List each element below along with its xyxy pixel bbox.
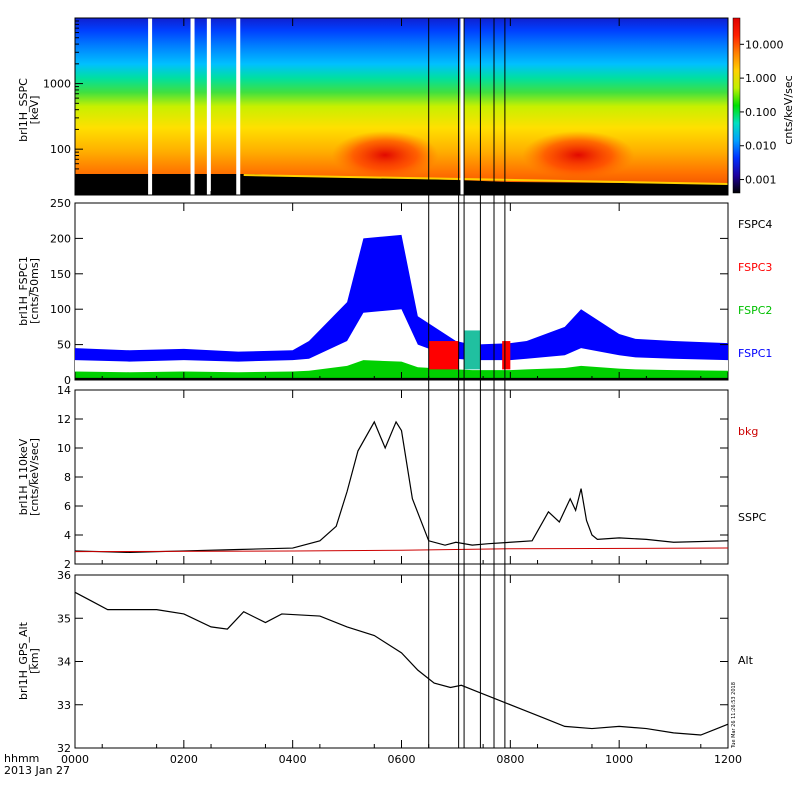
colorbar xyxy=(732,17,741,194)
time-tick-label: 0600 xyxy=(388,753,416,766)
altitude-ylabel: brl1H_GPS_Alt xyxy=(17,621,30,700)
flux-ytick-label: 8 xyxy=(64,471,71,484)
time-axis-label-date: 2013 Jan 27 xyxy=(4,764,70,777)
fspc-ylabel: brl1H_FSPC1 xyxy=(17,256,30,326)
flux-ytick-label: 6 xyxy=(64,500,71,513)
altitude-ytick-label: 35 xyxy=(57,612,71,625)
spectrogram-data-gap xyxy=(148,18,153,195)
spectrogram-enhancement xyxy=(522,131,635,179)
colorbar-tick-label: 0.001 xyxy=(745,174,777,187)
colorbar-tick-label: 10.000 xyxy=(745,38,784,51)
time-axis-label-hhmm: hhmm xyxy=(4,752,39,765)
flux-ytick-label: 14 xyxy=(57,384,71,397)
flux-ytick-label: 10 xyxy=(57,442,71,455)
altitude-frame xyxy=(74,574,729,749)
spectrogram-ytick-label: 1000 xyxy=(43,78,71,91)
fspc-ytick-label: 200 xyxy=(50,232,71,245)
altitude-ytick-label: 33 xyxy=(57,699,71,712)
fspc1-series xyxy=(75,234,728,380)
fspc2-series xyxy=(75,360,728,380)
flux-ytick-label: 12 xyxy=(57,413,71,426)
legend-alt: Alt xyxy=(738,654,754,667)
spectrogram-yunit: [keV] xyxy=(28,96,41,125)
legend-fspc2: FSPC2 xyxy=(738,304,772,317)
fspc-yunit: [cnts/50ms] xyxy=(28,258,41,324)
fspc1-inner-gap xyxy=(75,309,728,380)
time-tick-label: 0000 xyxy=(61,753,89,766)
bkg-series-line xyxy=(74,547,729,553)
fspc-ytick-label: 0 xyxy=(64,374,71,387)
time-tick-label: 1000 xyxy=(605,753,633,766)
time-tick-label: 0800 xyxy=(496,753,524,766)
fspc-ytick-label: 250 xyxy=(50,197,71,210)
flux-ytick-label: 4 xyxy=(64,529,71,542)
spectrogram-data-gap xyxy=(236,18,241,195)
flux-panel: 2 4 6 8 10 12 14 brl1H_110keV [cnts/keV/sec] b… xyxy=(17,384,767,571)
fspc-ytick-label: 100 xyxy=(50,303,71,316)
sspc-series-line xyxy=(74,420,729,554)
fspc3-series xyxy=(428,341,459,370)
fspc-ytick-label: 50 xyxy=(57,339,71,352)
spectrogram-ylabel: brl1H_SSPC xyxy=(17,78,30,142)
spectrogram-data-gap xyxy=(190,18,195,195)
fspc-ytick-label: 150 xyxy=(50,268,71,281)
time-tick-label: 0200 xyxy=(170,753,198,766)
flux-ylabel: brl1H_110keV xyxy=(17,438,30,515)
time-tick-label: 1200 xyxy=(714,753,742,766)
fspc3-series xyxy=(502,341,511,370)
fspc2-highlight xyxy=(464,330,481,370)
altitude-series-line xyxy=(74,591,729,736)
altitude-yunit: [km] xyxy=(28,648,41,674)
legend-sspc: SSPC xyxy=(738,511,767,524)
altitude-panel: 32 33 34 35 36 brl1H_GPS_Alt [km] Alt Tue Ma… xyxy=(17,569,754,755)
flux-yunit: [cnts/keV/sec] xyxy=(28,438,41,516)
altitude-ytick-label: 34 xyxy=(57,656,71,669)
legend-fspc1: FSPC1 xyxy=(738,347,772,360)
legend-fspc4: FSPC4 xyxy=(738,218,772,231)
spectrogram-enhancement xyxy=(332,131,439,179)
altitude-ytick-label: 36 xyxy=(57,569,71,582)
spectrogram-data-gap xyxy=(460,18,465,195)
spectrogram-data-gap xyxy=(206,18,211,195)
colorbar-label: cnts/keV/sec xyxy=(782,75,795,144)
legend-fspc3: FSPC3 xyxy=(738,261,772,274)
spectrogram-threshold-edge xyxy=(243,174,728,185)
flux-ytick-label: 2 xyxy=(64,558,71,571)
colorbar-tick-label: 1.000 xyxy=(745,72,777,85)
spectrogram-ytick-label: 100 xyxy=(50,143,71,156)
time-tick-label: 0400 xyxy=(279,753,307,766)
colorbar-tick-label: 0.100 xyxy=(745,106,777,119)
spectrogram-panel: 100 1000 brl1H_SSPC [keV] 0.001 0.010 0.100… xyxy=(17,17,795,196)
legend-bkg: bkg xyxy=(738,425,758,438)
altitude-ytick-label: 32 xyxy=(57,742,71,755)
colorbar-tick-label: 0.010 xyxy=(745,140,777,153)
plot-timestamp: Tue Mar 26 11:26:53 2018 xyxy=(731,682,737,749)
